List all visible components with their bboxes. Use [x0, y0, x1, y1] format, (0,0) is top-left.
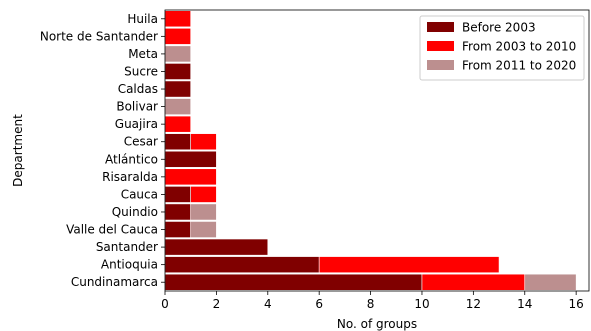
bar-atlántico-series-1 — [164, 150, 217, 168]
y-tick-label: Caldas — [118, 82, 158, 96]
legend-label: From 2003 to 2010 — [462, 40, 576, 54]
y-tick-label: Sucre — [124, 64, 158, 78]
bar-valle-del-cauca-series-3 — [190, 221, 217, 238]
y-tick-label: Huila — [127, 12, 158, 26]
legend-swatch — [427, 41, 454, 51]
x-tick-label: 2 — [213, 297, 221, 311]
legend-box — [419, 15, 585, 81]
bar-cundinamarca-series-2 — [421, 273, 526, 291]
y-tick-label: Bolivar — [116, 100, 158, 114]
x-axis-ticks: 0 2 4 6 8 10 12 14 16 — [161, 291, 584, 311]
bar-quindio-series-1 — [164, 203, 191, 221]
y-tick-label: Santander — [96, 240, 158, 254]
bar-valle-del-cauca-series-1 — [164, 221, 191, 238]
bar-antioquia-series-2 — [318, 256, 500, 274]
legend: Before 2003 From 2003 to 2010 From 2011 to… — [419, 15, 585, 81]
bar-cesar-series-1 — [164, 133, 191, 151]
bar-cesar-series-2 — [190, 133, 217, 151]
x-tick-label: 4 — [264, 297, 272, 311]
x-tick-label: 16 — [569, 297, 584, 311]
y-tick-label: Cesar — [124, 135, 158, 149]
y-tick-label: Quindio — [112, 205, 158, 219]
bar-bolivar-series-3 — [164, 98, 191, 115]
bar-risaralda-series-2 — [164, 168, 217, 186]
x-tick-label: 10 — [414, 297, 429, 311]
y-tick-label: Risaralda — [102, 170, 158, 184]
x-tick-label: 6 — [315, 297, 323, 311]
bar-santander-series-1 — [164, 238, 269, 256]
y-tick-label: Antioquia — [101, 258, 158, 272]
bar-quindio-series-3 — [190, 203, 217, 221]
plot-frame — [164, 9, 590, 292]
y-axis-label: Department — [11, 114, 25, 187]
y-tick-label: Valle del Cauca — [66, 223, 158, 237]
bar-cundinamarca-series-3 — [524, 273, 577, 291]
x-tick-label: 8 — [367, 297, 375, 311]
y-tick-label: Meta — [128, 47, 158, 61]
y-tick-label: Norte de Santander — [40, 29, 158, 43]
bar-norte-de-santander-series-2 — [164, 27, 191, 45]
y-tick-label: Atlántico — [105, 152, 158, 166]
bar-cauca-series-1 — [164, 186, 191, 203]
legend-label: From 2011 to 2020 — [462, 59, 576, 73]
legend-swatch — [427, 60, 454, 70]
y-tick-label: Cauca — [121, 187, 158, 201]
bar-guajira-series-2 — [164, 115, 191, 133]
y-axis-ticks: Cundinamarca Antioquia Santander Valle del … — [40, 12, 165, 289]
y-tick-label: Guajira — [115, 117, 158, 131]
legend-swatch — [427, 22, 454, 32]
bar-sucre-series-1 — [164, 63, 191, 80]
x-tick-label: 12 — [466, 297, 481, 311]
y-tick-label: Cundinamarca — [71, 275, 158, 289]
bar-antioquia-series-1 — [164, 256, 320, 274]
x-tick-label: 0 — [161, 297, 169, 311]
bar-huila-series-2 — [164, 10, 191, 28]
bar-cundinamarca-series-1 — [164, 273, 423, 291]
legend-label: Before 2003 — [462, 21, 536, 35]
x-tick-label: 14 — [517, 297, 532, 311]
bar-cauca-series-2 — [190, 186, 217, 203]
x-axis-label: No. of groups — [337, 317, 417, 331]
bar-caldas-series-1 — [164, 80, 191, 98]
bar-meta-series-3 — [164, 45, 191, 63]
